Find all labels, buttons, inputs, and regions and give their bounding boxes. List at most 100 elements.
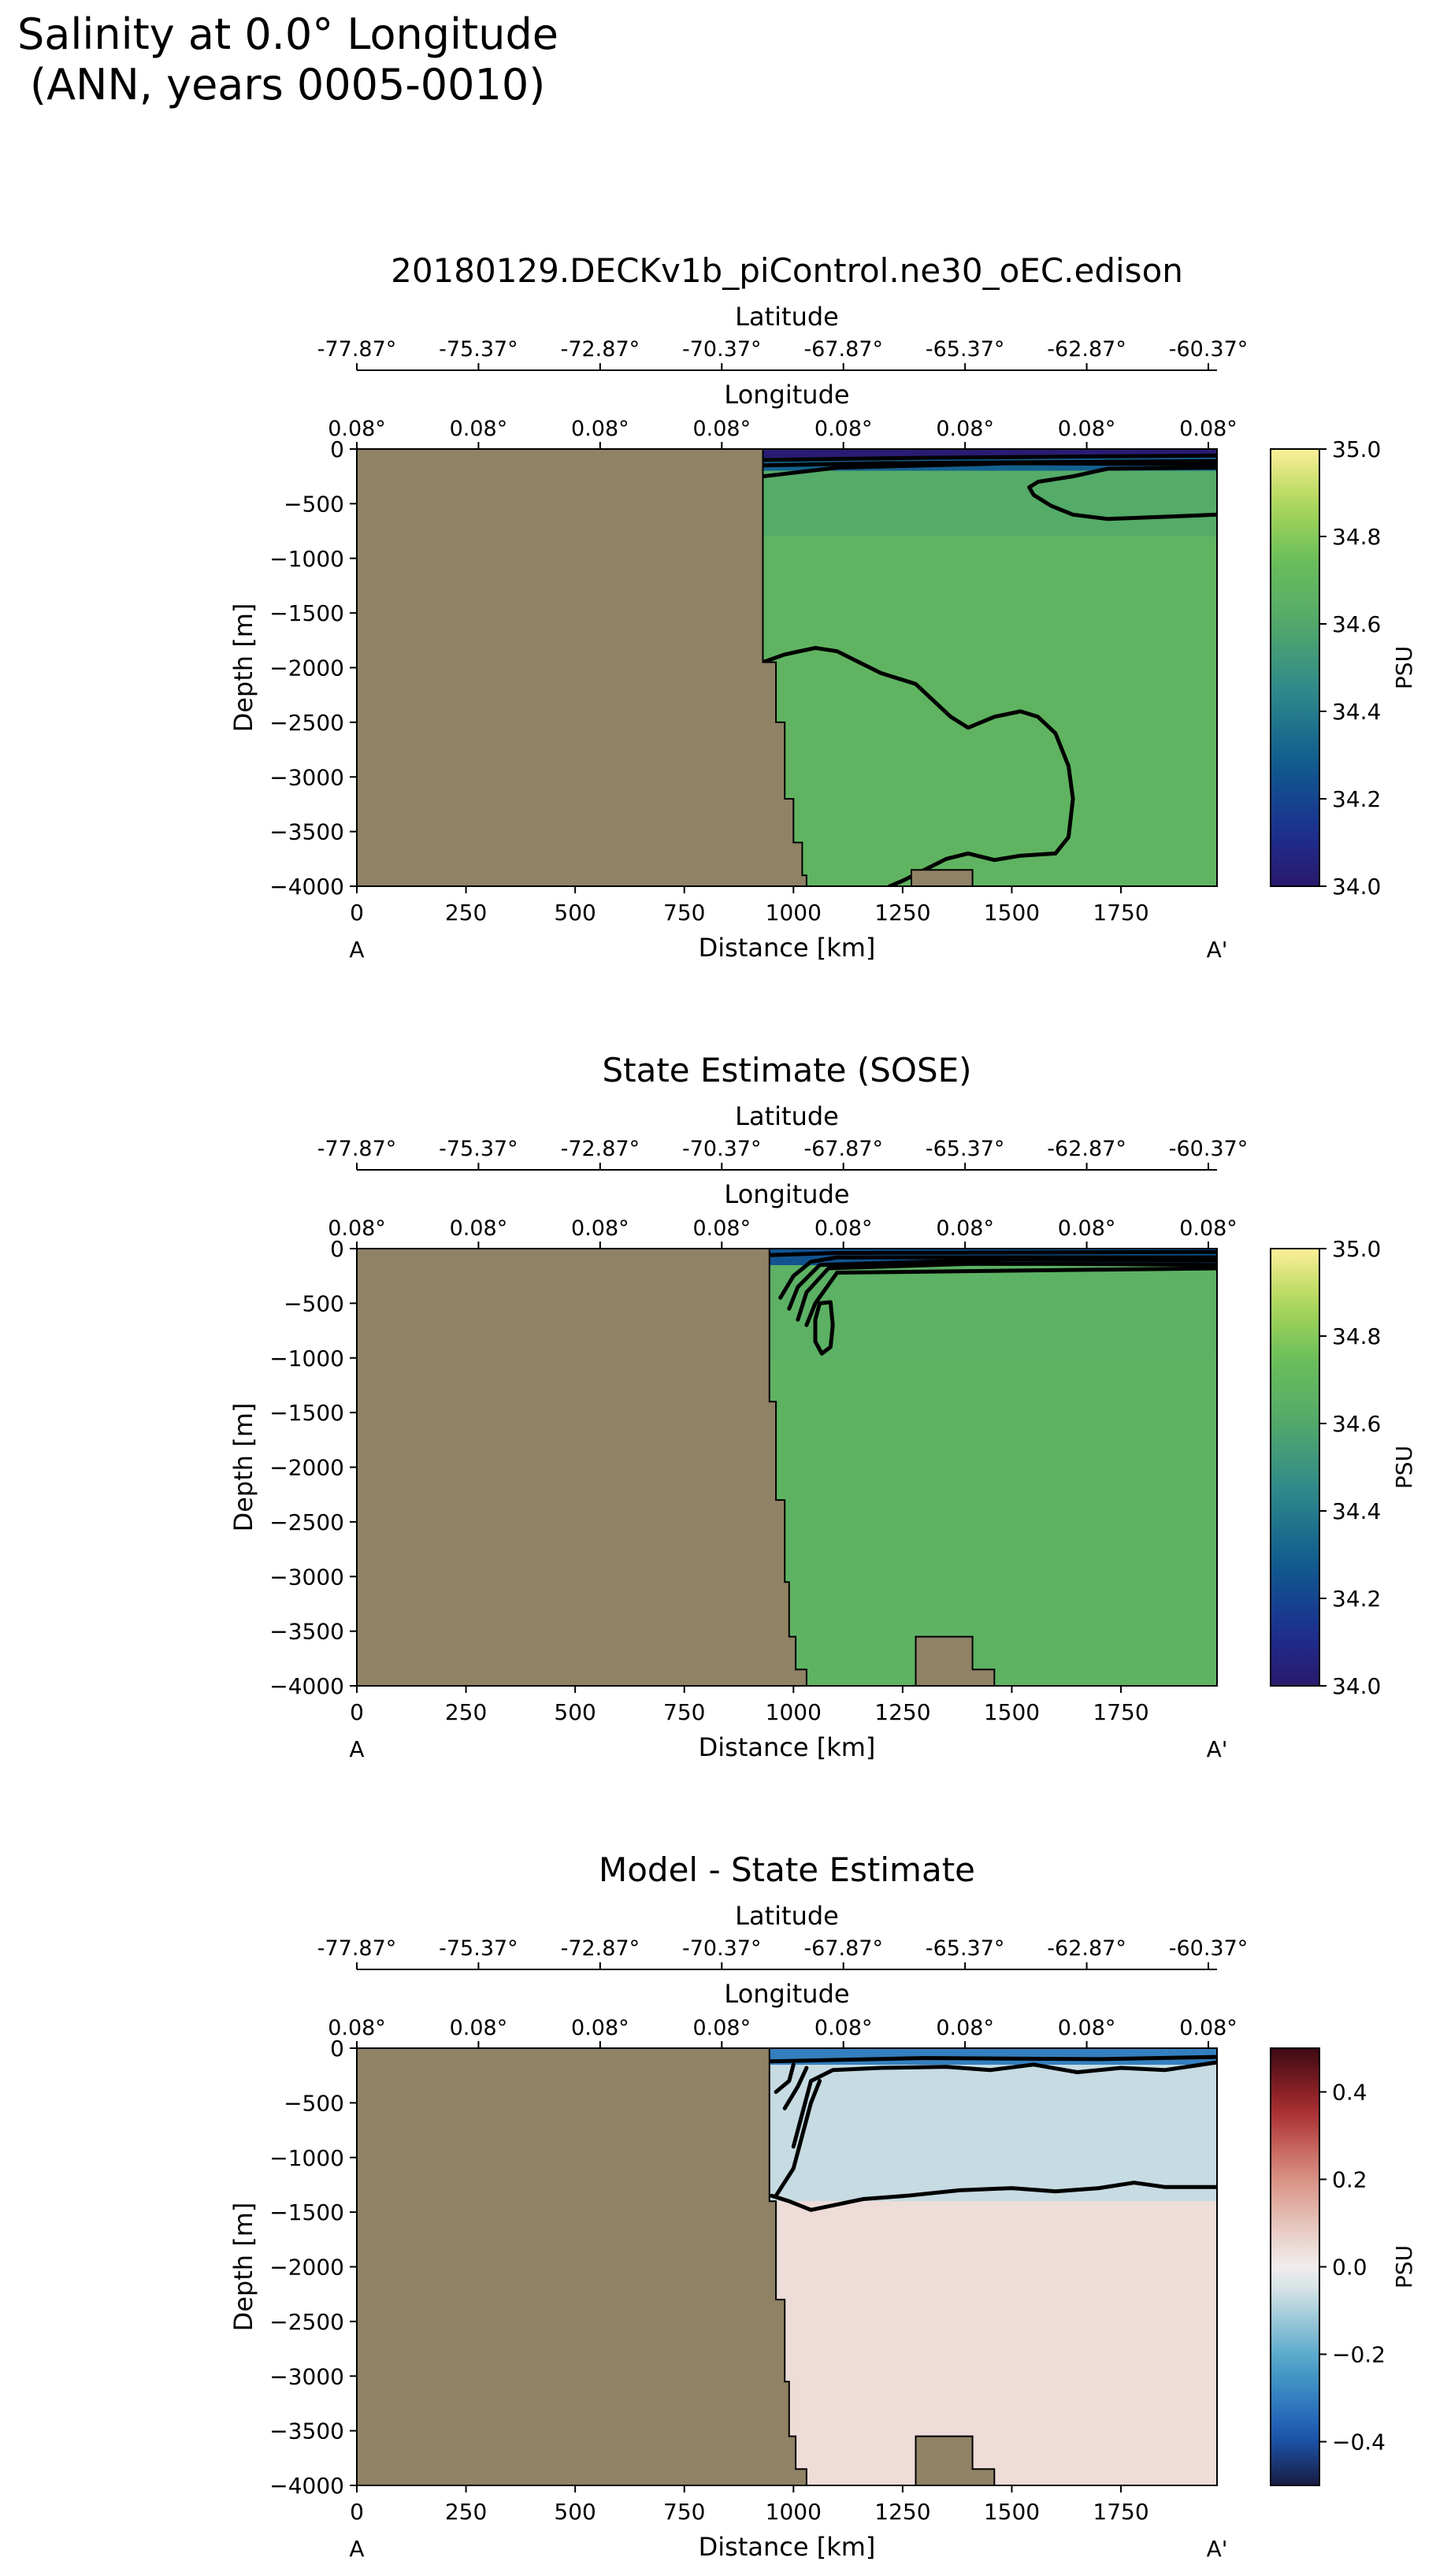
panel-1-ylabel: Depth [m] xyxy=(228,603,258,733)
panel-3-contour xyxy=(767,2054,1217,2064)
panel-2-y-tick-label: −1500 xyxy=(269,1400,344,1426)
panel-1-lon-tick-label: 0.08° xyxy=(1058,417,1116,441)
panel-3-x-tick-label: 1500 xyxy=(984,2499,1040,2525)
panel-3-lon-tick-label: 0.08° xyxy=(1058,2016,1116,2040)
panel-2-lat-tick-label: -72.87° xyxy=(561,1137,640,1161)
panel-2-y-tick-label: −3500 xyxy=(269,1619,344,1645)
panel-1-lat-tick-label: -62.87° xyxy=(1047,337,1126,362)
panel-3-lon-tick-label: 0.08° xyxy=(328,2016,386,2040)
panel-2-lon-tick-label: 0.08° xyxy=(571,1216,629,1241)
panel-2-lat-tick-label: -70.37° xyxy=(682,1137,762,1161)
panel-3-x-tick-label: 750 xyxy=(663,2499,705,2525)
panel-2-topography xyxy=(357,1249,996,1686)
panel-1-colorbar-tick-label: 34.0 xyxy=(1332,874,1381,900)
panel-1-lat-axis-label: Latitude xyxy=(735,302,839,332)
panel-1-y-tick-label: −500 xyxy=(284,491,344,517)
panel-1-lat-tick-label: -65.37° xyxy=(926,337,1005,362)
panel-1-lat-tick-label: -72.87° xyxy=(561,337,640,362)
panel-1-lat-tick-label: -70.37° xyxy=(682,337,762,362)
panel-1-colorbar-tick-label: 34.2 xyxy=(1332,786,1381,812)
panel-1-lon-tick-label: 0.08° xyxy=(692,417,751,441)
panel-2-y-tick-label: 0 xyxy=(330,1236,344,1262)
panel-2-title: State Estimate (SOSE) xyxy=(602,1051,971,1089)
panel-2-x-tick-label: 1750 xyxy=(1093,1699,1148,1725)
panel-1-lat-tick-label: -60.37° xyxy=(1169,337,1249,362)
panel-1-x-tick-label: 1000 xyxy=(766,900,822,926)
panel-2-contour xyxy=(813,1300,835,1356)
panel-1-contour xyxy=(761,461,1217,479)
panel-1-lon-tick-label: 0.08° xyxy=(450,417,508,441)
panel-3-lat-axis-label: Latitude xyxy=(735,1901,839,1931)
panel-2-lon-tick-label: 0.08° xyxy=(692,1216,751,1241)
panel-2-x-tick-label: 1250 xyxy=(874,1699,930,1725)
panel-3-contour xyxy=(774,2062,796,2094)
panel-1-x-tick-label: 1250 xyxy=(874,900,930,926)
panel-2-lat-tick-label: -62.87° xyxy=(1047,1137,1126,1161)
panel-2-y-tick-label: −4000 xyxy=(269,1673,344,1699)
panel-2-contour xyxy=(787,1257,1217,1311)
figure-title-line2: (ANN, years 0005-0010) xyxy=(30,60,545,109)
panel-3-xlabel: Distance [km] xyxy=(699,2532,876,2562)
panel-2-y-tick-label: −500 xyxy=(284,1290,344,1316)
panel-3-lat-tick-label: -75.37° xyxy=(439,1936,518,1961)
panel-2-ylabel: Depth [m] xyxy=(228,1403,258,1532)
panel-2-contour xyxy=(804,1266,1217,1327)
panel-3-y-tick-label: 0 xyxy=(330,2036,344,2062)
panel-2-section-end: A' xyxy=(1207,1736,1228,1762)
panel-2-group: State Estimate (SOSE) Latitude Longitude -7… xyxy=(228,1051,1417,1762)
panel-3-ylabel: Depth [m] xyxy=(228,2203,258,2332)
panel-1-y-tick-label: −2000 xyxy=(269,655,344,681)
panel-2-salinity-field xyxy=(769,1249,1217,1686)
panel-3-colorbar-label: PSU xyxy=(1391,2245,1417,2288)
panel-3-x-tick-label: 1250 xyxy=(874,2499,930,2525)
panel-3-lon-tick-label: 0.08° xyxy=(450,2016,508,2040)
panel-3-x-tick-label: 1000 xyxy=(766,2499,822,2525)
panel-3-x-tick-label: 250 xyxy=(445,2499,487,2525)
panel-2-colorbar-tick-label: 34.6 xyxy=(1332,1411,1381,1437)
panel-3-lon-tick-label: 0.08° xyxy=(692,2016,751,2040)
panel-3-y-tick-label: −1000 xyxy=(269,2145,344,2171)
panel-3-y-tick-label: −1500 xyxy=(269,2199,344,2225)
panel-2-lon-tick-label: 0.08° xyxy=(328,1216,386,1241)
panel-2-y-tick-label: −3000 xyxy=(269,1564,344,1590)
panel-3-salinity-field xyxy=(769,2048,1217,2485)
panel-2-x-tick-label: 500 xyxy=(554,1699,596,1725)
panel-2-y-tick-label: −1000 xyxy=(269,1346,344,1372)
panel-3-group: Model - State Estimate Latitude Longitude -… xyxy=(228,1850,1417,2562)
panel-1-lat-tick-label: -77.87° xyxy=(317,337,397,362)
panel-2-lon-axis-label: Longitude xyxy=(724,1179,849,1209)
panel-1-contour xyxy=(1027,485,1217,522)
panel-1-y-tick-label: −1500 xyxy=(269,600,344,626)
panel-2-colorbar xyxy=(1270,1248,1320,1687)
panel-3-x-tick-label: 500 xyxy=(554,2499,596,2525)
panel-3-y-tick-label: −3000 xyxy=(269,2363,344,2389)
panel-2-colorbar-tick-label: 34.2 xyxy=(1332,1586,1381,1612)
panel-1-topography xyxy=(357,449,974,886)
panel-1-colorbar-tick-label: 34.6 xyxy=(1332,611,1381,637)
panel-2-contour xyxy=(767,1249,1217,1257)
panel-1-y-tick-label: 0 xyxy=(330,436,344,462)
panel-1-lon-axis-label: Longitude xyxy=(724,380,849,410)
panel-2-lat-tick-label: -60.37° xyxy=(1169,1137,1249,1161)
panel-3-contour xyxy=(791,2060,1217,2149)
panel-1-y-tick-label: −3000 xyxy=(269,764,344,790)
figure-title-line1: Salinity at 0.0° Longitude xyxy=(17,9,558,59)
panel-2-lon-tick-label: 0.08° xyxy=(1058,1216,1116,1241)
panel-1-colorbar-tick-label: 34.8 xyxy=(1332,524,1381,550)
panel-2-contour xyxy=(778,1255,1217,1300)
panel-2-x-tick-label: 1500 xyxy=(984,1699,1040,1725)
panel-1-lat-tick-label: -75.37° xyxy=(439,337,518,362)
panel-1-salinity-field xyxy=(763,449,1217,886)
panel-1-xlabel: Distance [km] xyxy=(699,933,876,963)
panel-3-lon-tick-label: 0.08° xyxy=(571,2016,629,2040)
panel-3-contour xyxy=(774,2079,822,2198)
panel-1-x-tick-label: 1750 xyxy=(1093,900,1148,926)
panel-3-y-tick-label: −2000 xyxy=(269,2255,344,2281)
panels: 20180129.DECKv1b_piControl.ne30_oEC.edis… xyxy=(228,251,1417,2562)
panel-1-lat-tick-label: -67.87° xyxy=(803,337,883,362)
panel-2-lat-axis-label: Latitude xyxy=(735,1101,839,1131)
panel-1-y-tick-label: −3500 xyxy=(269,819,344,845)
panel-3-colorbar-tick-label: 0.4 xyxy=(1332,2080,1367,2106)
panel-3-plot-area xyxy=(357,2048,1217,2485)
